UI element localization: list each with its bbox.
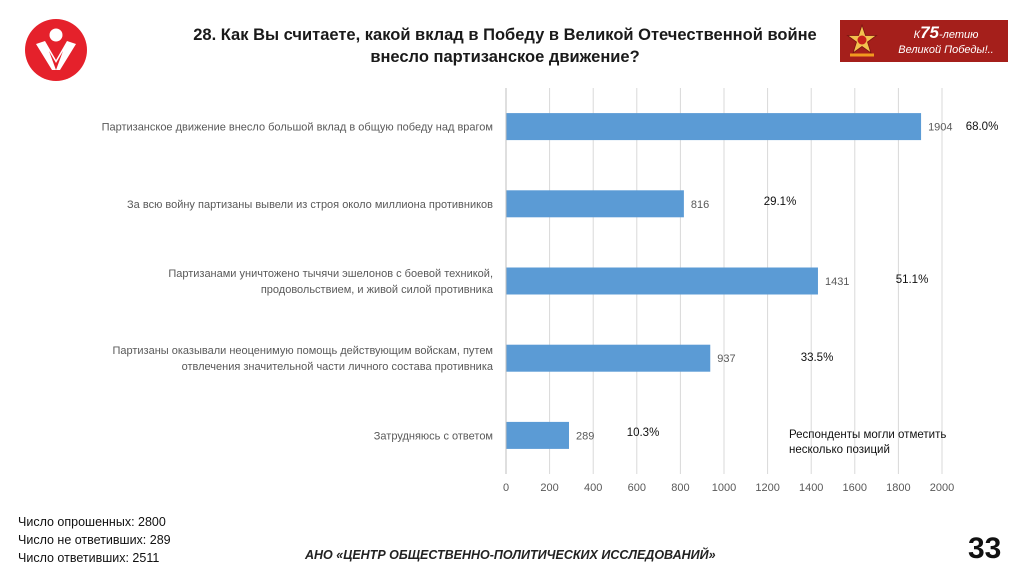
bar-chart: 0 200 400 600 800 1000 1200 1400 1600 1800 2000 190…: [102, 88, 999, 494]
order-star-icon: [846, 24, 878, 57]
percent-label: 29.1%: [764, 196, 797, 208]
page-title: 28. Как Вы считаете, какой вклад в Побед…: [150, 24, 860, 68]
x-tick-label: 1200: [755, 482, 779, 494]
category-label: Партизанское движение внесло большой вкл…: [102, 122, 493, 134]
badge-prefix: К: [913, 29, 921, 41]
survey-stats: Число опрошенных: 2800 Число не ответивш…: [18, 513, 171, 567]
x-tick-label: 1600: [843, 482, 867, 494]
x-tick-label: 1800: [886, 482, 910, 494]
x-tick-label: 600: [628, 482, 646, 494]
category-label: За всю войну партизаны вывели из строя о…: [127, 199, 493, 211]
x-tick-label: 2000: [930, 482, 954, 494]
bar: [506, 421, 570, 449]
organization-name: АНО «ЦЕНТР ОБЩЕСТВЕННО-ПОЛИТИЧЕСКИХ ИССЛ…: [305, 548, 716, 562]
category-label: отвлечения значительной части личного со…: [182, 361, 494, 373]
chart-note: Респонденты могли отметить несколько поз…: [789, 428, 964, 458]
bar: [506, 113, 922, 141]
bar-value-label: 1431: [825, 276, 849, 288]
victory-anniversary-badge: К75-летию Великой Победы!..: [840, 20, 1008, 62]
bar: [506, 190, 684, 218]
bar: [506, 267, 818, 295]
percent-label: 51.1%: [896, 274, 929, 286]
percent-label: 33.5%: [801, 352, 834, 364]
surveyed-count: Число опрошенных: 2800: [18, 515, 166, 529]
badge-line-2: Великой Победы!..: [898, 44, 994, 56]
note-line-2: несколько позиций: [789, 444, 890, 456]
percent-label: 68.0%: [966, 121, 999, 133]
category-label: продовольствием, и живой силой противник…: [261, 284, 494, 296]
x-tick-label: 800: [671, 482, 689, 494]
category-label: Партизанами уничтожено тычячи эшелонов с…: [168, 268, 493, 280]
title-line-2: внесло партизанское движение?: [370, 48, 640, 66]
category-label: Партизаны оказывали неоценимую помощь де…: [112, 345, 493, 357]
not-answered-count: Число не ответивших: 289: [18, 533, 171, 547]
x-tick-label: 200: [540, 482, 558, 494]
page-number: 33: [968, 532, 1002, 565]
bar: [506, 344, 711, 372]
title-line-1: 28. Как Вы считаете, какой вклад в Побед…: [193, 26, 817, 44]
x-tick-label: 0: [503, 482, 509, 494]
badge-number: 75: [920, 23, 939, 42]
x-tick-label: 400: [584, 482, 602, 494]
badge-suffix: -летию: [938, 29, 979, 41]
bar-value-label: 937: [717, 353, 735, 365]
bar-value-label: 289: [576, 430, 594, 442]
note-line-1: Респонденты могли отметить: [789, 429, 947, 441]
bar-value-label: 816: [691, 199, 709, 211]
x-tick-label: 1400: [799, 482, 823, 494]
x-tick-label: 1000: [712, 482, 736, 494]
organization-logo: [25, 19, 87, 81]
badge-text: К75-летию Великой Победы!..: [890, 23, 1002, 58]
answered-count: Число ответивших: 2511: [18, 551, 160, 565]
category-label: Затрудняюсь с ответом: [374, 430, 493, 442]
bar-value-label: 1904: [928, 122, 952, 134]
percent-label: 10.3%: [627, 427, 660, 439]
